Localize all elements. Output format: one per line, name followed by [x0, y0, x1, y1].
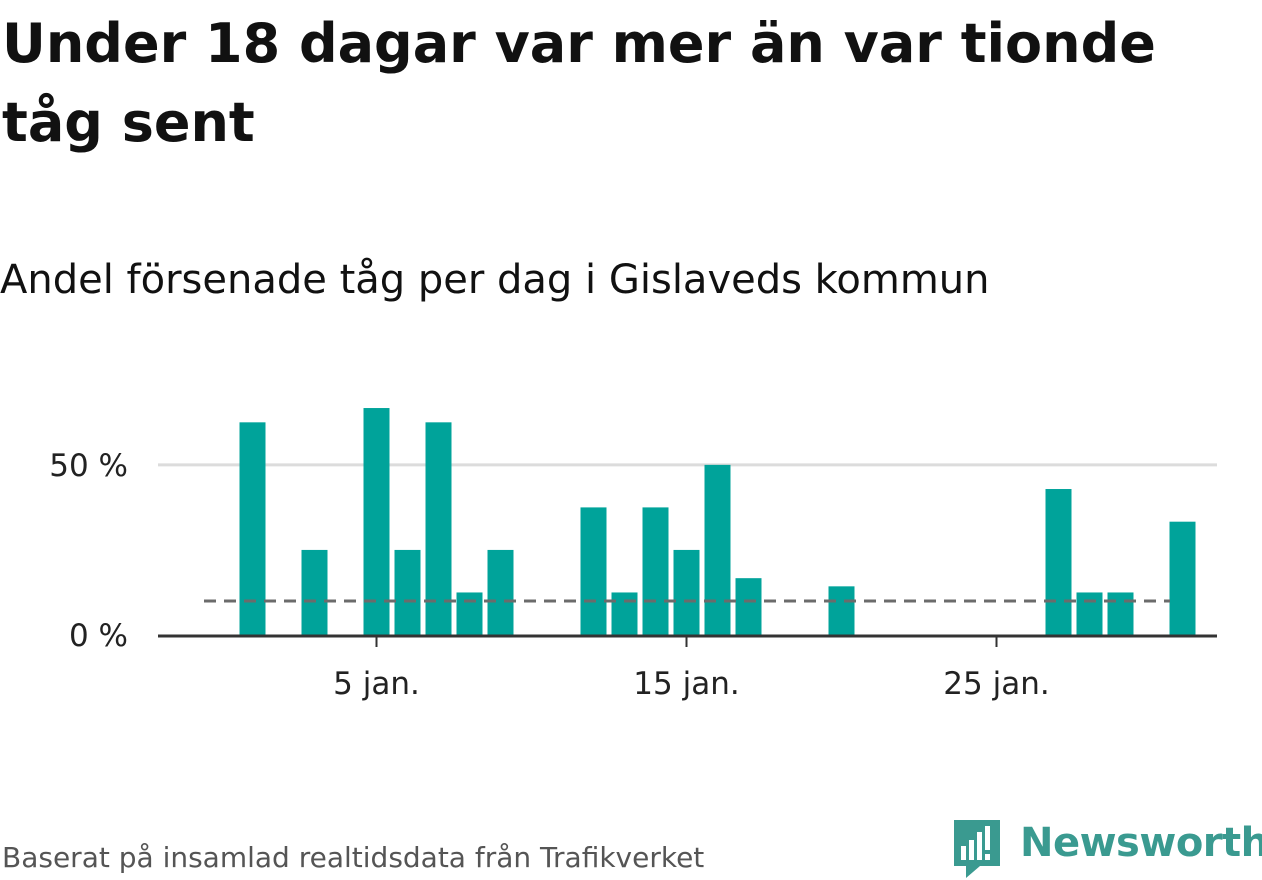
- bar: [363, 408, 390, 635]
- bar: [735, 578, 762, 635]
- bar: [704, 464, 731, 635]
- x-tick-label: 5 jan.: [333, 666, 420, 702]
- bar: [1076, 592, 1103, 635]
- source-note: Baserat på insamlad realtidsdata från Tr…: [2, 841, 705, 874]
- bar: [580, 507, 607, 635]
- newsworthy-logo-icon: [954, 820, 1000, 878]
- y-tick-label: 50 %: [49, 448, 128, 484]
- x-tick-label: 15 jan.: [633, 666, 739, 702]
- brand-name: Newsworthy: [1020, 820, 1262, 866]
- x-tick-label: 25 jan.: [943, 666, 1049, 702]
- y-tick-label: 0 %: [69, 618, 128, 654]
- newsworthy-logo: Newsworthy: [950, 818, 1262, 878]
- bar: [828, 586, 855, 635]
- bar: [673, 549, 700, 635]
- bar: [394, 549, 421, 635]
- bar: [301, 549, 328, 635]
- bar-chart: 0 % 50 % 5 jan. 15 jan. 25 jan.: [49, 408, 1217, 702]
- bar: [1107, 592, 1134, 635]
- bar: [1169, 521, 1196, 635]
- bar: [642, 507, 669, 635]
- bar: [1045, 489, 1072, 635]
- chart-title: Under 18 dagar var mer än var tionde tåg…: [2, 12, 1156, 154]
- bar: [239, 422, 266, 635]
- bar: [487, 549, 514, 635]
- bar: [425, 422, 452, 635]
- chart-subtitle: Andel försenade tåg per dag i Gislaveds …: [0, 257, 990, 303]
- bar: [611, 592, 638, 635]
- bar: [456, 592, 483, 635]
